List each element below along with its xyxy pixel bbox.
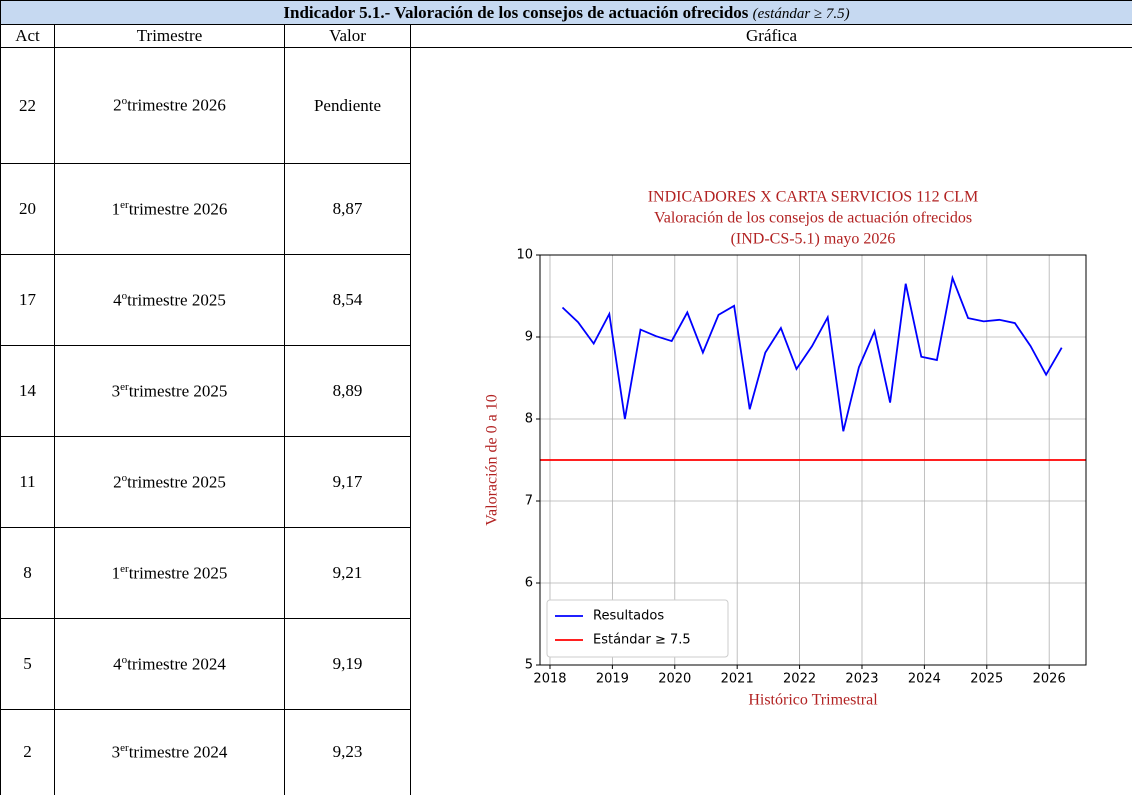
row: 2 3ertrimestre 2024 9,23 — [0, 709, 1132, 795]
x-tick-label: 2026 — [1033, 672, 1066, 687]
ordinal: 3 — [111, 381, 121, 401]
trimestre: 3ertrimestre 2024 — [54, 709, 285, 795]
period: trimestre 2026 — [127, 95, 226, 115]
x-tick-label: 2025 — [970, 672, 1003, 687]
ordinal: 4 — [113, 654, 122, 674]
trimestre: 4otrimestre 2024 — [54, 618, 285, 710]
valor: Pendiente — [284, 47, 411, 164]
act: 22 — [0, 47, 55, 164]
ordinal: 4 — [113, 290, 122, 310]
legend-box — [546, 599, 729, 658]
legend-label: Resultados — [593, 609, 664, 624]
ordinal: 2 — [113, 95, 122, 115]
valor: 8,54 — [284, 254, 411, 346]
column-header: Valor — [284, 24, 411, 48]
y-axis-label: Valoración de 0 a 10 — [484, 394, 501, 526]
valor: 8,87 — [284, 163, 411, 255]
header-title: Indicador 5.1.- Valoración de los consej… — [283, 2, 749, 22]
ordinal: 2 — [113, 472, 122, 492]
chart-title: (IND-CS-5.1) mayo 2026 — [731, 231, 896, 248]
x-axis-label: Histórico Trimestral — [748, 692, 878, 709]
ordinal-suffix: o — [121, 95, 128, 108]
period: trimestre 2025 — [128, 563, 228, 583]
ordinal: 3 — [111, 742, 121, 762]
y-tick-label: 6 — [525, 576, 533, 591]
row: 20 1ertrimestre 2026 8,87 — [0, 163, 1132, 255]
y-tick-label: 9 — [525, 330, 533, 345]
ordinal-suffix: er — [120, 380, 129, 393]
ordinal-suffix: o — [121, 653, 128, 666]
act: 5 — [0, 618, 55, 710]
period: trimestre 2024 — [128, 742, 228, 762]
y-tick-label: 5 — [525, 658, 533, 673]
x-tick-label: 2020 — [658, 672, 691, 687]
trimestre: 4otrimestre 2025 — [54, 254, 285, 346]
period: trimestre 2024 — [127, 654, 226, 674]
plot-frame — [539, 254, 1087, 666]
valor: 8,89 — [284, 345, 411, 437]
row: 14 3ertrimestre 2025 8,89 — [0, 345, 1132, 437]
trimestre: 1ertrimestre 2025 — [54, 527, 285, 619]
x-tick-label: 2024 — [908, 672, 941, 687]
x-tick-label: 2023 — [845, 672, 878, 687]
x-tick-label: 2021 — [721, 672, 754, 687]
act: 20 — [0, 163, 55, 255]
ordinal: 1 — [111, 199, 121, 219]
chart-title: INDICADORES X CARTA SERVICIOS 112 CLM — [648, 189, 979, 206]
act: 11 — [0, 436, 55, 528]
x-tick-label: 2018 — [533, 672, 566, 687]
valor: 9,21 — [284, 527, 411, 619]
period: trimestre 2025 — [127, 290, 226, 310]
ordinal-suffix: o — [121, 471, 128, 484]
row: 17 4otrimestre 2025 8,54 — [0, 254, 1132, 346]
ordinal-suffix: er — [120, 198, 129, 211]
y-tick-label: 7 — [525, 494, 533, 509]
period: trimestre 2025 — [128, 381, 228, 401]
chart-title: Valoración de los consejos de actuación … — [654, 210, 972, 227]
header: Indicador 5.1.- Valoración de los consej… — [0, 0, 1132, 25]
valor: 9,23 — [284, 709, 411, 795]
ordinal-suffix: er — [120, 562, 129, 575]
row: 11 2otrimestre 2025 9,17 — [0, 436, 1132, 528]
period: trimestre 2026 — [128, 199, 228, 219]
header-note: (estándar ≥ 7.5) — [752, 5, 850, 22]
x-tick-label: 2019 — [596, 672, 629, 687]
row: 8 1ertrimestre 2025 9,21 — [0, 527, 1132, 619]
period: trimestre 2025 — [127, 472, 226, 492]
trimestre: 3ertrimestre 2025 — [54, 345, 285, 437]
ordinal-suffix: er — [120, 741, 129, 754]
y-tick-label: 10 — [516, 248, 533, 263]
ordinal: 1 — [111, 563, 121, 583]
ordinal-suffix: o — [121, 289, 128, 302]
x-tick-label: 2022 — [783, 672, 816, 687]
legend-label: Estándar ≥ 7.5 — [593, 633, 691, 648]
trimestre: 2otrimestre 2025 — [54, 436, 285, 528]
trimestre: 2otrimestre 2026 — [54, 47, 285, 164]
line-series — [561, 274, 1063, 432]
act: 2 — [0, 709, 55, 795]
valor: 9,17 — [284, 436, 411, 528]
y-tick-label: 8 — [525, 412, 533, 427]
act: 14 — [0, 345, 55, 437]
row: 22 2otrimestre 2026 Pendiente — [0, 47, 1132, 795]
chart-cell — [409, 47, 1132, 795]
